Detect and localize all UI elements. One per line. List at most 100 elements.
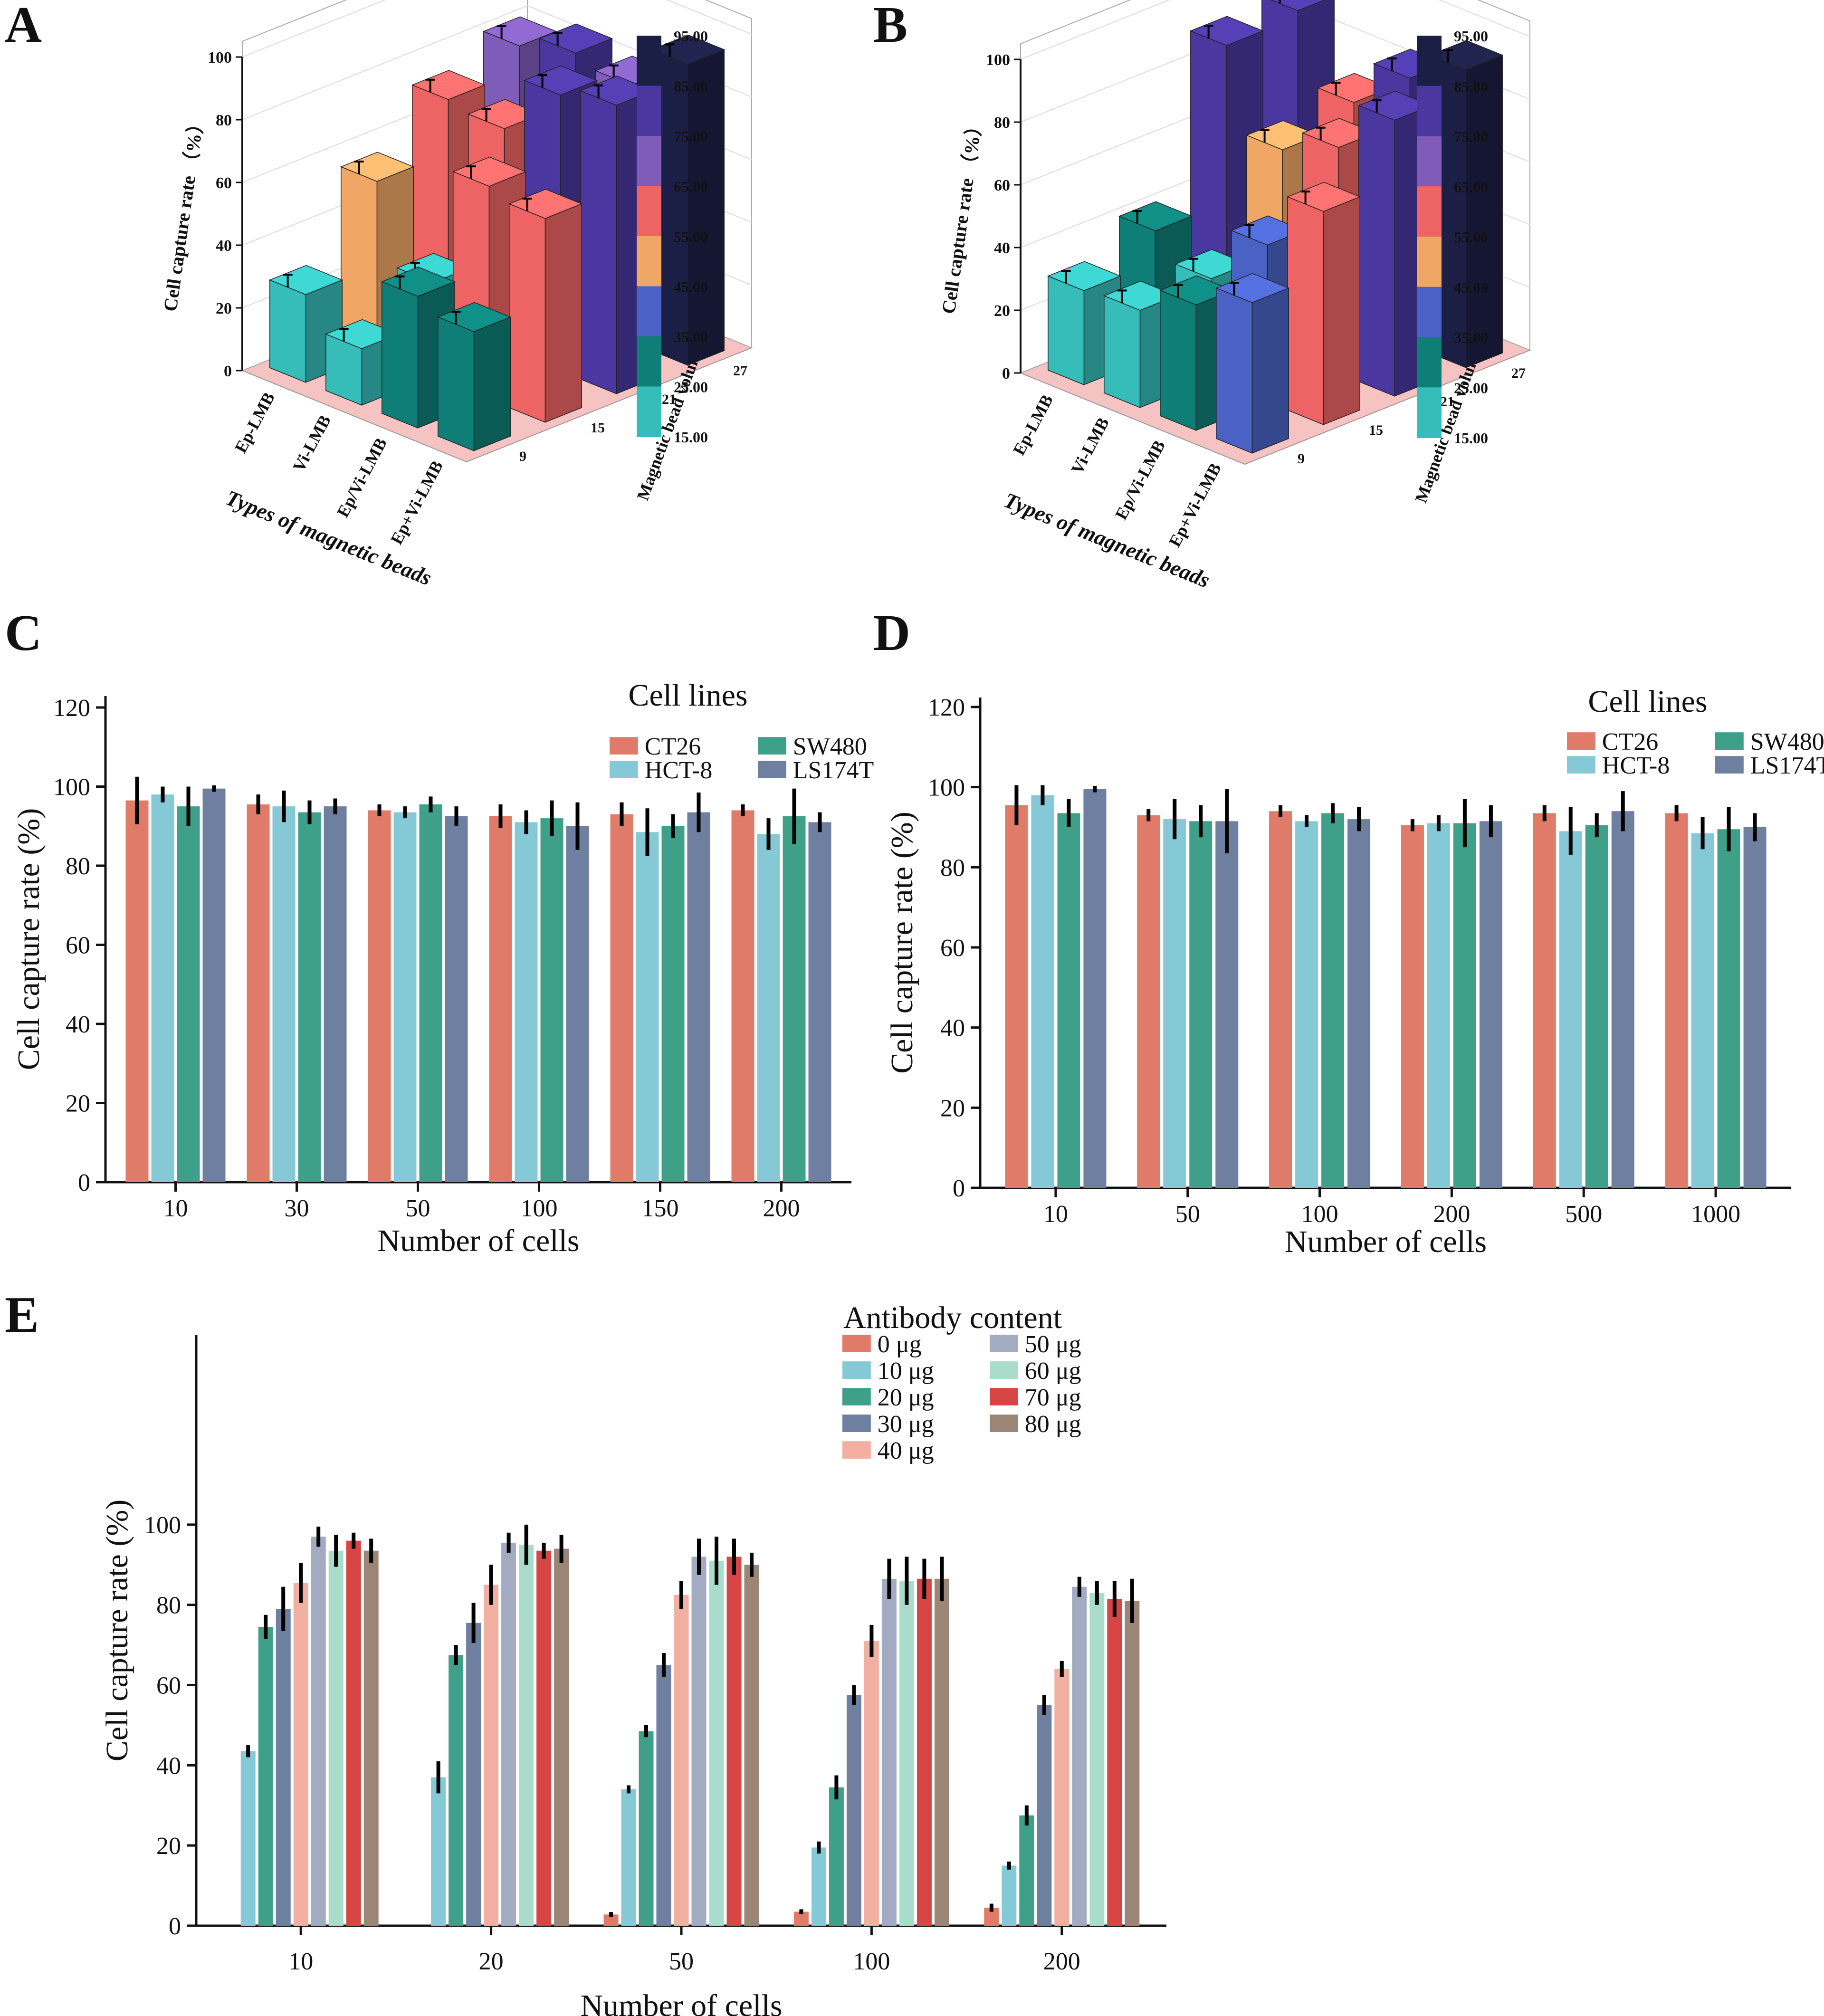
- x-tick-label: 50: [406, 1195, 430, 1222]
- legend-swatch: [990, 1361, 1018, 1379]
- legend-entry: CT26: [645, 733, 701, 760]
- bar: [515, 822, 538, 1182]
- colorbar-tick-label: 35.00: [1454, 329, 1488, 346]
- colorbar-tick-label: 55.00: [674, 228, 708, 245]
- x-tick-label: 150: [642, 1195, 679, 1222]
- x-tick-label: 1000: [1691, 1201, 1740, 1228]
- depth-tick-label: 9: [1298, 451, 1305, 467]
- chart-d: 0 20 40 60 80 100 120 10 50 100 200 500 1000 Number o…: [885, 684, 1824, 1259]
- colorbar-tick-label: 75.00: [674, 128, 708, 145]
- bar: [484, 1585, 499, 1926]
- bar: [656, 1665, 671, 1926]
- x-tick-label: 100: [521, 1195, 558, 1222]
- legend-swatch: [990, 1388, 1018, 1405]
- z-tick-label: 80: [216, 112, 232, 129]
- colorbar-tick-label: 25.00: [1454, 379, 1488, 396]
- z-tick-label: 20: [994, 302, 1010, 320]
- bar: [1295, 821, 1318, 1188]
- bar: [846, 1695, 861, 1926]
- bar: [1665, 813, 1688, 1188]
- bar: [1089, 1593, 1105, 1926]
- legend-entry: HCT-8: [1602, 752, 1670, 779]
- x-axis-label: Number of cells: [377, 1223, 579, 1258]
- x-tick-label: 200: [1433, 1201, 1470, 1228]
- bar: [1031, 795, 1054, 1188]
- colorbar-segment: [1417, 337, 1442, 388]
- colorbar-a: 95.00 85.00 75.00 65.00 55.00 45.00 35.00 25.00…: [637, 28, 708, 446]
- bar: [1019, 1815, 1034, 1926]
- bar: [346, 1540, 361, 1926]
- legend-entry: 50 μg: [1025, 1331, 1081, 1358]
- legend-entry: 80 μg: [1025, 1411, 1081, 1438]
- legend-entry: 20 μg: [878, 1384, 934, 1411]
- bar: [709, 1560, 724, 1926]
- legend-swatch: [1567, 732, 1595, 750]
- bar: [1611, 811, 1634, 1188]
- legend-entry: 0 μg: [878, 1331, 922, 1358]
- bar: [554, 1548, 569, 1926]
- legend-title: Cell lines: [628, 678, 747, 713]
- bar: [1005, 805, 1028, 1188]
- bar3d-front: [1287, 196, 1324, 425]
- x-tick-label: 10: [1043, 1201, 1068, 1228]
- x-tick-label: 100: [853, 1948, 890, 1975]
- y-tick-label: 0: [169, 1913, 181, 1940]
- bar: [881, 1578, 897, 1926]
- colorbar-segment: [637, 336, 661, 387]
- depth-tick-label: 21: [662, 392, 676, 407]
- bar: [610, 814, 633, 1182]
- bar3d-front: [1358, 105, 1395, 397]
- bar: [445, 816, 468, 1182]
- bar: [247, 804, 270, 1182]
- bar: [829, 1787, 844, 1926]
- colorbar-tick-label: 45.00: [1454, 279, 1488, 296]
- legend-entry: CT26: [1602, 728, 1658, 755]
- bar: [1037, 1705, 1052, 1926]
- bar: [311, 1537, 326, 1926]
- z-axis-label: Cell capture rate （%）: [159, 113, 208, 313]
- bar: [1401, 825, 1424, 1188]
- colorbar-segment: [637, 186, 661, 237]
- category-label: Ep/Vi-LMB: [333, 435, 391, 520]
- colorbar-segment: [637, 236, 661, 287]
- z-tick-label: 60: [994, 177, 1010, 194]
- bar: [1083, 789, 1107, 1188]
- bar3d-side: [1251, 287, 1289, 454]
- bar3d-front: [382, 281, 419, 429]
- bar: [811, 1847, 826, 1926]
- bar3d-side: [1323, 196, 1360, 425]
- legend-swatch: [758, 761, 786, 778]
- category-label: Ep/Vi-LMB: [1111, 437, 1169, 523]
- bar: [566, 826, 589, 1182]
- bar: [1189, 821, 1213, 1188]
- category-label: Ep+Vi-LMB: [387, 458, 447, 547]
- y-tick-label: 20: [66, 1090, 90, 1118]
- grid-line: [1020, 0, 1530, 60]
- bar: [501, 1542, 516, 1926]
- bar: [177, 806, 200, 1182]
- x-tick-label: 50: [669, 1948, 694, 1975]
- y-tick-label: 20: [156, 1833, 181, 1860]
- bar: [466, 1623, 481, 1926]
- bar: [363, 1550, 379, 1926]
- x-axis-label: Number of cells: [1285, 1224, 1487, 1259]
- category-label: Vi-LMB: [289, 412, 334, 475]
- y-axis-label: Cell capture rate (%): [885, 812, 919, 1074]
- bar: [272, 806, 296, 1182]
- panel-letter-d: D: [873, 605, 910, 661]
- legend-entry: 30 μg: [878, 1411, 934, 1438]
- bar3d-front: [269, 279, 306, 383]
- panel-letter-e: E: [5, 1287, 39, 1343]
- x-tick-label: 10: [288, 1948, 313, 1975]
- z-tick-label: 20: [216, 300, 232, 317]
- bar: [1107, 1599, 1122, 1926]
- x-tick-label: 20: [479, 1948, 504, 1975]
- chart-c: 0 20 40 60 80 100 120 10 30 50 100 150 200 Number of …: [11, 678, 874, 1258]
- z-tick-label: 100: [986, 51, 1010, 69]
- legend-entry: 70 μg: [1025, 1384, 1081, 1411]
- x-tick-label: 10: [163, 1195, 188, 1222]
- bar: [783, 816, 806, 1182]
- legend-title: Antibody content: [843, 1300, 1062, 1335]
- colorbar-segment: [1417, 287, 1442, 338]
- bar: [1269, 811, 1292, 1188]
